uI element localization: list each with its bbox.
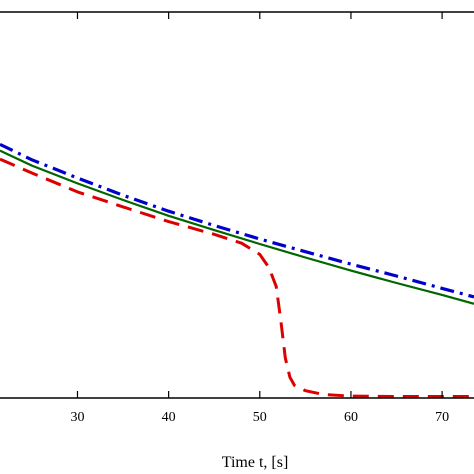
axes: 30 40 50 60 70 (0, 11, 474, 425)
x-tick-label: 60 (344, 410, 358, 425)
series-group (0, 142, 474, 398)
series-line-3 (0, 157, 474, 398)
x-axis-label: Time t, [s] (222, 454, 289, 471)
x-tick-label: 40 (162, 410, 176, 425)
x-tick-label: 50 (253, 410, 267, 425)
x-tick-label: 70 (435, 410, 449, 425)
series-line-1 (0, 142, 474, 299)
series-line-2 (0, 149, 474, 305)
x-tick-label: 30 (70, 410, 84, 425)
